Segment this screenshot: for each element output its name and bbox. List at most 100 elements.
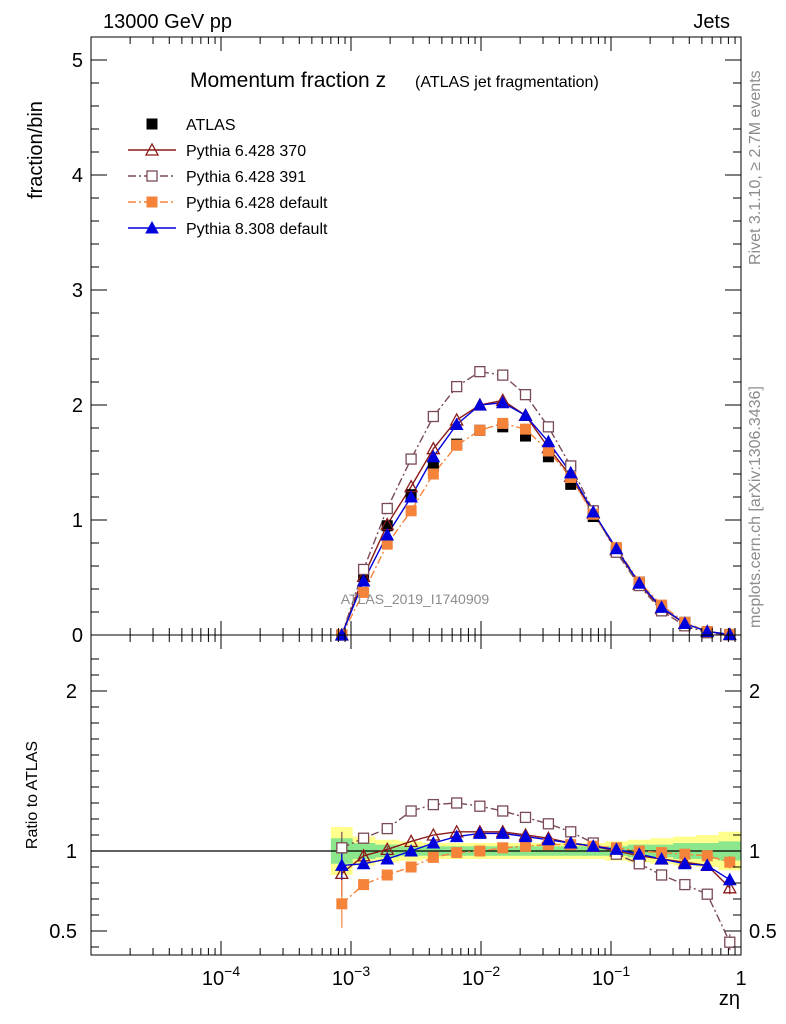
ratio-y-tick-label-right: 1 xyxy=(749,841,760,863)
ratio-point xyxy=(495,826,510,839)
ratio-point xyxy=(520,840,532,852)
legend-label: ATLAS xyxy=(186,117,236,134)
ratio-point xyxy=(519,811,532,824)
series-line xyxy=(341,370,730,636)
x-axis-label: zη xyxy=(719,988,740,1010)
data-point xyxy=(700,624,715,638)
x-tick-label: 10−2 xyxy=(462,963,500,990)
data-point xyxy=(474,365,486,378)
ratio-point xyxy=(427,851,439,863)
ratio-point xyxy=(427,798,440,811)
data-point xyxy=(632,576,647,589)
data-point xyxy=(427,468,439,480)
ratio-point xyxy=(518,829,533,843)
ratio-point xyxy=(724,936,736,948)
ratio-point xyxy=(563,835,578,849)
ratio-axes: 0.5 0.5 1 1 2 2 10−4 10−3 10−2 10−1 1 xyxy=(49,635,777,990)
legend-marker xyxy=(146,170,158,182)
ratio-point xyxy=(381,822,393,835)
legend-entry-atlas: ATLAS xyxy=(146,117,236,134)
ratio-point xyxy=(474,800,486,812)
x-tick-label: 10−1 xyxy=(592,963,630,990)
legend: ATLAS Pythia 6.428 370 Pythia 6.428 391 Pyt… xyxy=(128,117,328,238)
ratio-point xyxy=(334,866,349,880)
data-point xyxy=(678,616,692,629)
series-points-pythia-8-308-default xyxy=(334,395,737,641)
ratio-point xyxy=(654,851,669,865)
data-point xyxy=(451,380,463,393)
ratio-y-tick-label: 1 xyxy=(66,841,77,863)
data-point xyxy=(495,395,510,409)
ratio-point xyxy=(404,843,418,857)
main-subtitle: (ATLAS jet fragmentation) xyxy=(415,74,599,91)
ratio-point xyxy=(722,872,737,886)
data-point xyxy=(357,563,370,576)
y-tick-label: 5 xyxy=(72,50,83,72)
x-tick-label: 10−3 xyxy=(332,963,370,990)
mcplots-info: mcplots.cern.ch [arXiv:1306.3436] xyxy=(747,386,764,628)
data-point xyxy=(541,434,556,448)
ratio-point xyxy=(678,856,692,870)
header-left: 13000 GeV pp xyxy=(103,11,232,33)
legend-entry-pythia-6-428-391: Pythia 6.428 391 xyxy=(128,169,306,186)
ratio-point xyxy=(679,878,691,891)
main-axes: 0 1 2 3 4 5 xyxy=(72,37,742,647)
data-point xyxy=(404,489,418,503)
ratio-point xyxy=(451,847,463,859)
x-tick-label: 1 xyxy=(735,968,746,990)
ratio-point xyxy=(381,869,393,881)
ratio-point xyxy=(334,858,349,871)
ratio-plot-area xyxy=(91,797,741,951)
ratio-points-pythia-8-308-default xyxy=(334,826,737,886)
header-right: Jets xyxy=(693,11,730,33)
legend-marker xyxy=(144,142,160,156)
data-point xyxy=(356,573,371,587)
data-point xyxy=(722,627,737,641)
ratio-y-tick-label-right: 2 xyxy=(749,681,760,703)
ratio-point xyxy=(541,832,556,846)
ratio-point xyxy=(497,805,509,817)
rivet-info: Rivet 3.1.10, ≥ 2.7M events xyxy=(747,70,764,265)
legend-label: Pythia 6.428 391 xyxy=(186,169,306,186)
data-point xyxy=(427,410,440,423)
ratio-point xyxy=(633,858,645,870)
series-line xyxy=(341,422,730,636)
data-point xyxy=(609,541,624,555)
data-point xyxy=(520,423,532,435)
y-axis-label-ratio: Ratio to ATLAS xyxy=(24,741,41,849)
data-point xyxy=(381,538,393,550)
ratio-point xyxy=(380,851,395,865)
ratio-point xyxy=(473,826,487,839)
legend-label: Pythia 6.428 370 xyxy=(186,143,306,160)
data-point xyxy=(563,465,578,479)
legend-marker xyxy=(146,118,158,130)
y-axis-label-main: fraction/bin xyxy=(25,101,47,199)
legend-entry-pythia-8-308-default: Pythia 8.308 default xyxy=(128,220,328,238)
data-point xyxy=(542,421,555,433)
ratio-point xyxy=(565,826,577,838)
ratio-point xyxy=(426,835,441,849)
data-point xyxy=(497,369,509,381)
ratio-point xyxy=(474,845,486,857)
legend-marker xyxy=(145,220,159,234)
ratio-frame xyxy=(90,634,742,956)
data-point xyxy=(519,388,532,401)
data-point xyxy=(405,505,417,517)
ratio-point xyxy=(357,832,370,844)
ratio-point xyxy=(405,805,417,817)
main-panel: 0 1 2 3 4 5 Momentum fraction z (ATLAS jet fr… xyxy=(25,36,742,647)
data-point xyxy=(449,417,464,431)
y-tick-label: 4 xyxy=(72,165,83,187)
ratio-panel: 0.5 0.5 1 1 2 2 10−4 10−3 10−2 10−1 1 Ratio to ATL… xyxy=(24,634,777,1010)
ratio-point xyxy=(336,842,348,854)
data-point xyxy=(586,504,601,518)
data-point xyxy=(474,424,486,436)
main-title: Momentum fraction z xyxy=(190,69,386,92)
data-point xyxy=(426,449,441,463)
y-tick-label: 3 xyxy=(72,280,83,302)
ratio-point xyxy=(451,797,463,809)
data-point xyxy=(358,586,370,598)
ratio-y-tick-label: 2 xyxy=(66,681,77,703)
y-tick-label: 2 xyxy=(72,395,83,417)
